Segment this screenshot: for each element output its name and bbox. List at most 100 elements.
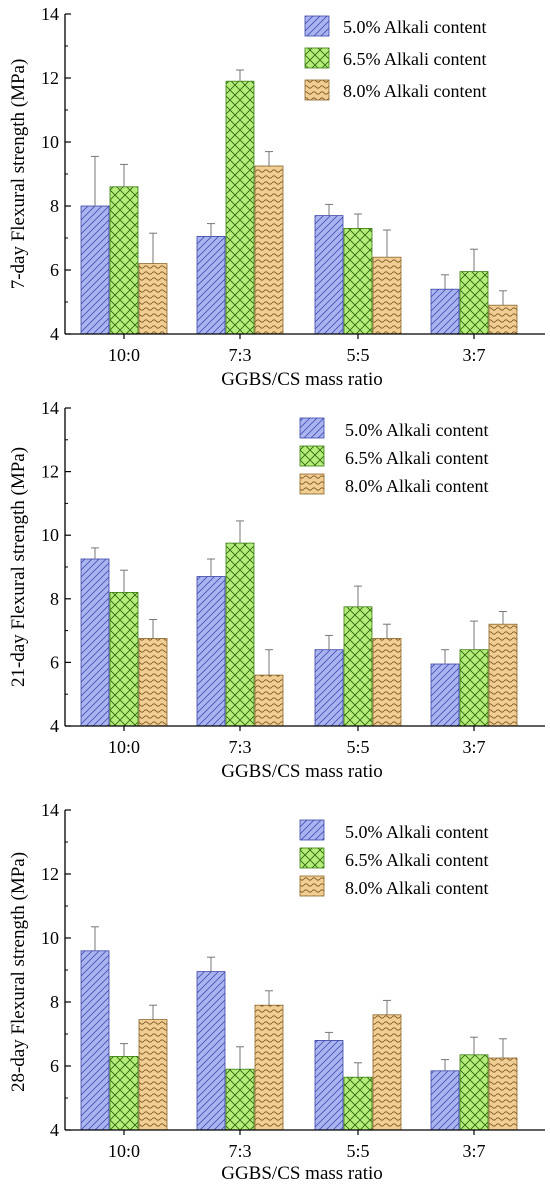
x-tick-label: 5:5 [346,345,369,365]
bar-series-2-3:7 [459,271,489,335]
legend-swatch-series-1 [299,417,325,439]
y-axis-label: 7-day Flexural strength (MPa) [8,59,29,290]
legend-label-series-1: 5.0% Alkali content [345,420,488,440]
bars [80,69,518,335]
bar-series-2-3:7 [459,649,489,727]
bar-series-2-5:5 [343,1076,373,1131]
x-axis-label: GGBS/CS mass ratio [221,369,383,390]
legend: 5.0% Alkali content 6.5% Alkali content … [299,417,488,496]
x-tick-label: 5:5 [346,1141,369,1161]
y-tick-label: 10 [41,132,59,152]
bar-series-3-10:0 [138,1019,168,1131]
y-tick-label: 12 [41,864,59,884]
y-tick-label: 10 [41,928,59,948]
legend-swatch-series-3 [299,473,325,495]
y-tick-label: 4 [50,324,59,344]
y-tick-label: 6 [50,652,59,672]
bars [80,926,518,1131]
legend-label-series-3: 8.0% Alkali content [345,476,488,496]
bars [80,520,518,727]
legend-swatch-series-1 [304,15,330,37]
x-tick-label: 10:0 [108,1141,140,1161]
bar-series-2-10:0 [109,1056,139,1131]
chart-panel-28-day: 28-day Flexural strength (MPa) GGBS/CS m… [8,800,545,1184]
legend-swatch-series-2 [299,445,325,467]
bar-series-3-7:3 [254,1004,284,1131]
legend-label-series-2: 6.5% Alkali content [345,448,488,468]
legend-label-series-2: 6.5% Alkali content [345,850,488,870]
bar-series-1-5:5 [314,1040,344,1131]
y-tick-label: 4 [50,716,59,736]
legend-label-series-1: 5.0% Alkali content [343,17,486,37]
legend-label-series-2: 6.5% Alkali content [343,49,486,69]
chart-panel-7-day: 7-day Flexural strength (MPa) GGBS/CS ma… [8,4,545,390]
x-tick-label: 3:7 [462,737,485,757]
y-tick-label: 12 [41,68,59,88]
bar-series-1-10:0 [80,558,110,727]
y-axis-label: 28-day Flexural strength (MPa) [8,852,29,1092]
bar-series-2-5:5 [343,606,373,727]
bar-series-2-10:0 [109,186,139,335]
bar-series-2-10:0 [109,592,139,727]
y-tick-label: 8 [50,196,59,216]
y-tick-label: 14 [41,4,59,24]
x-tick-label: 3:7 [462,345,485,365]
y-tick-label: 14 [41,398,59,418]
x-tick-label: 7:3 [228,1141,251,1161]
bar-series-1-10:0 [80,205,110,335]
bar-series-3-5:5 [372,256,402,335]
y-axis-label: 21-day Flexural strength (MPa) [8,447,29,687]
bar-series-2-3:7 [459,1054,489,1131]
bar-series-3-5:5 [372,1014,402,1131]
bar-series-1-7:3 [196,971,226,1131]
bar-series-1-3:7 [430,288,460,335]
bar-series-1-3:7 [430,663,460,727]
legend-swatch-series-2 [304,47,330,69]
legend-label-series-3: 8.0% Alkali content [343,81,486,101]
chart-panel-21-day: 21-day Flexural strength (MPa) GGBS/CS m… [8,398,545,782]
legend: 5.0% Alkali content 6.5% Alkali content … [304,15,486,101]
y-tick-label: 4 [50,1120,59,1140]
y-tick-label: 14 [41,800,59,820]
bar-series-1-7:3 [196,576,226,727]
bar-series-3-10:0 [138,263,168,335]
y-tick-label: 8 [50,992,59,1012]
bar-series-1-7:3 [196,235,226,335]
bar-series-2-7:3 [225,542,255,727]
bar-series-1-3:7 [430,1070,460,1131]
x-tick-label: 3:7 [462,1141,485,1161]
y-tick-label: 10 [41,525,59,545]
legend-label-series-1: 5.0% Alkali content [345,822,488,842]
bar-series-2-7:3 [225,80,255,335]
bar-series-1-10:0 [80,950,110,1131]
y-tick-label: 8 [50,589,59,609]
bar-series-1-5:5 [314,215,344,335]
x-tick-label: 7:3 [228,345,251,365]
bar-series-3-5:5 [372,638,402,727]
legend-swatch-series-3 [304,79,330,101]
bar-series-2-7:3 [225,1068,255,1131]
x-axis-label: GGBS/CS mass ratio [221,761,383,782]
legend-swatch-series-1 [299,819,325,841]
bar-series-1-5:5 [314,649,344,727]
bar-series-3-3:7 [488,1057,518,1131]
bar-series-3-7:3 [254,165,284,335]
bar-series-3-10:0 [138,638,168,727]
legend: 5.0% Alkali content 6.5% Alkali content … [299,819,488,898]
y-tick-label: 6 [50,1056,59,1076]
x-axis-label: GGBS/CS mass ratio [221,1163,383,1184]
legend-label-series-3: 8.0% Alkali content [345,878,488,898]
bar-series-3-7:3 [254,674,284,727]
x-tick-label: 7:3 [228,737,251,757]
bar-series-3-3:7 [488,623,518,727]
legend-swatch-series-3 [299,875,325,897]
x-tick-label: 5:5 [346,737,369,757]
x-tick-label: 10:0 [108,345,140,365]
y-tick-label: 12 [41,462,59,482]
x-tick-label: 10:0 [108,737,140,757]
legend-swatch-series-2 [299,847,325,869]
bar-series-2-5:5 [343,227,373,335]
bar-series-3-3:7 [488,304,518,335]
y-tick-label: 6 [50,260,59,280]
